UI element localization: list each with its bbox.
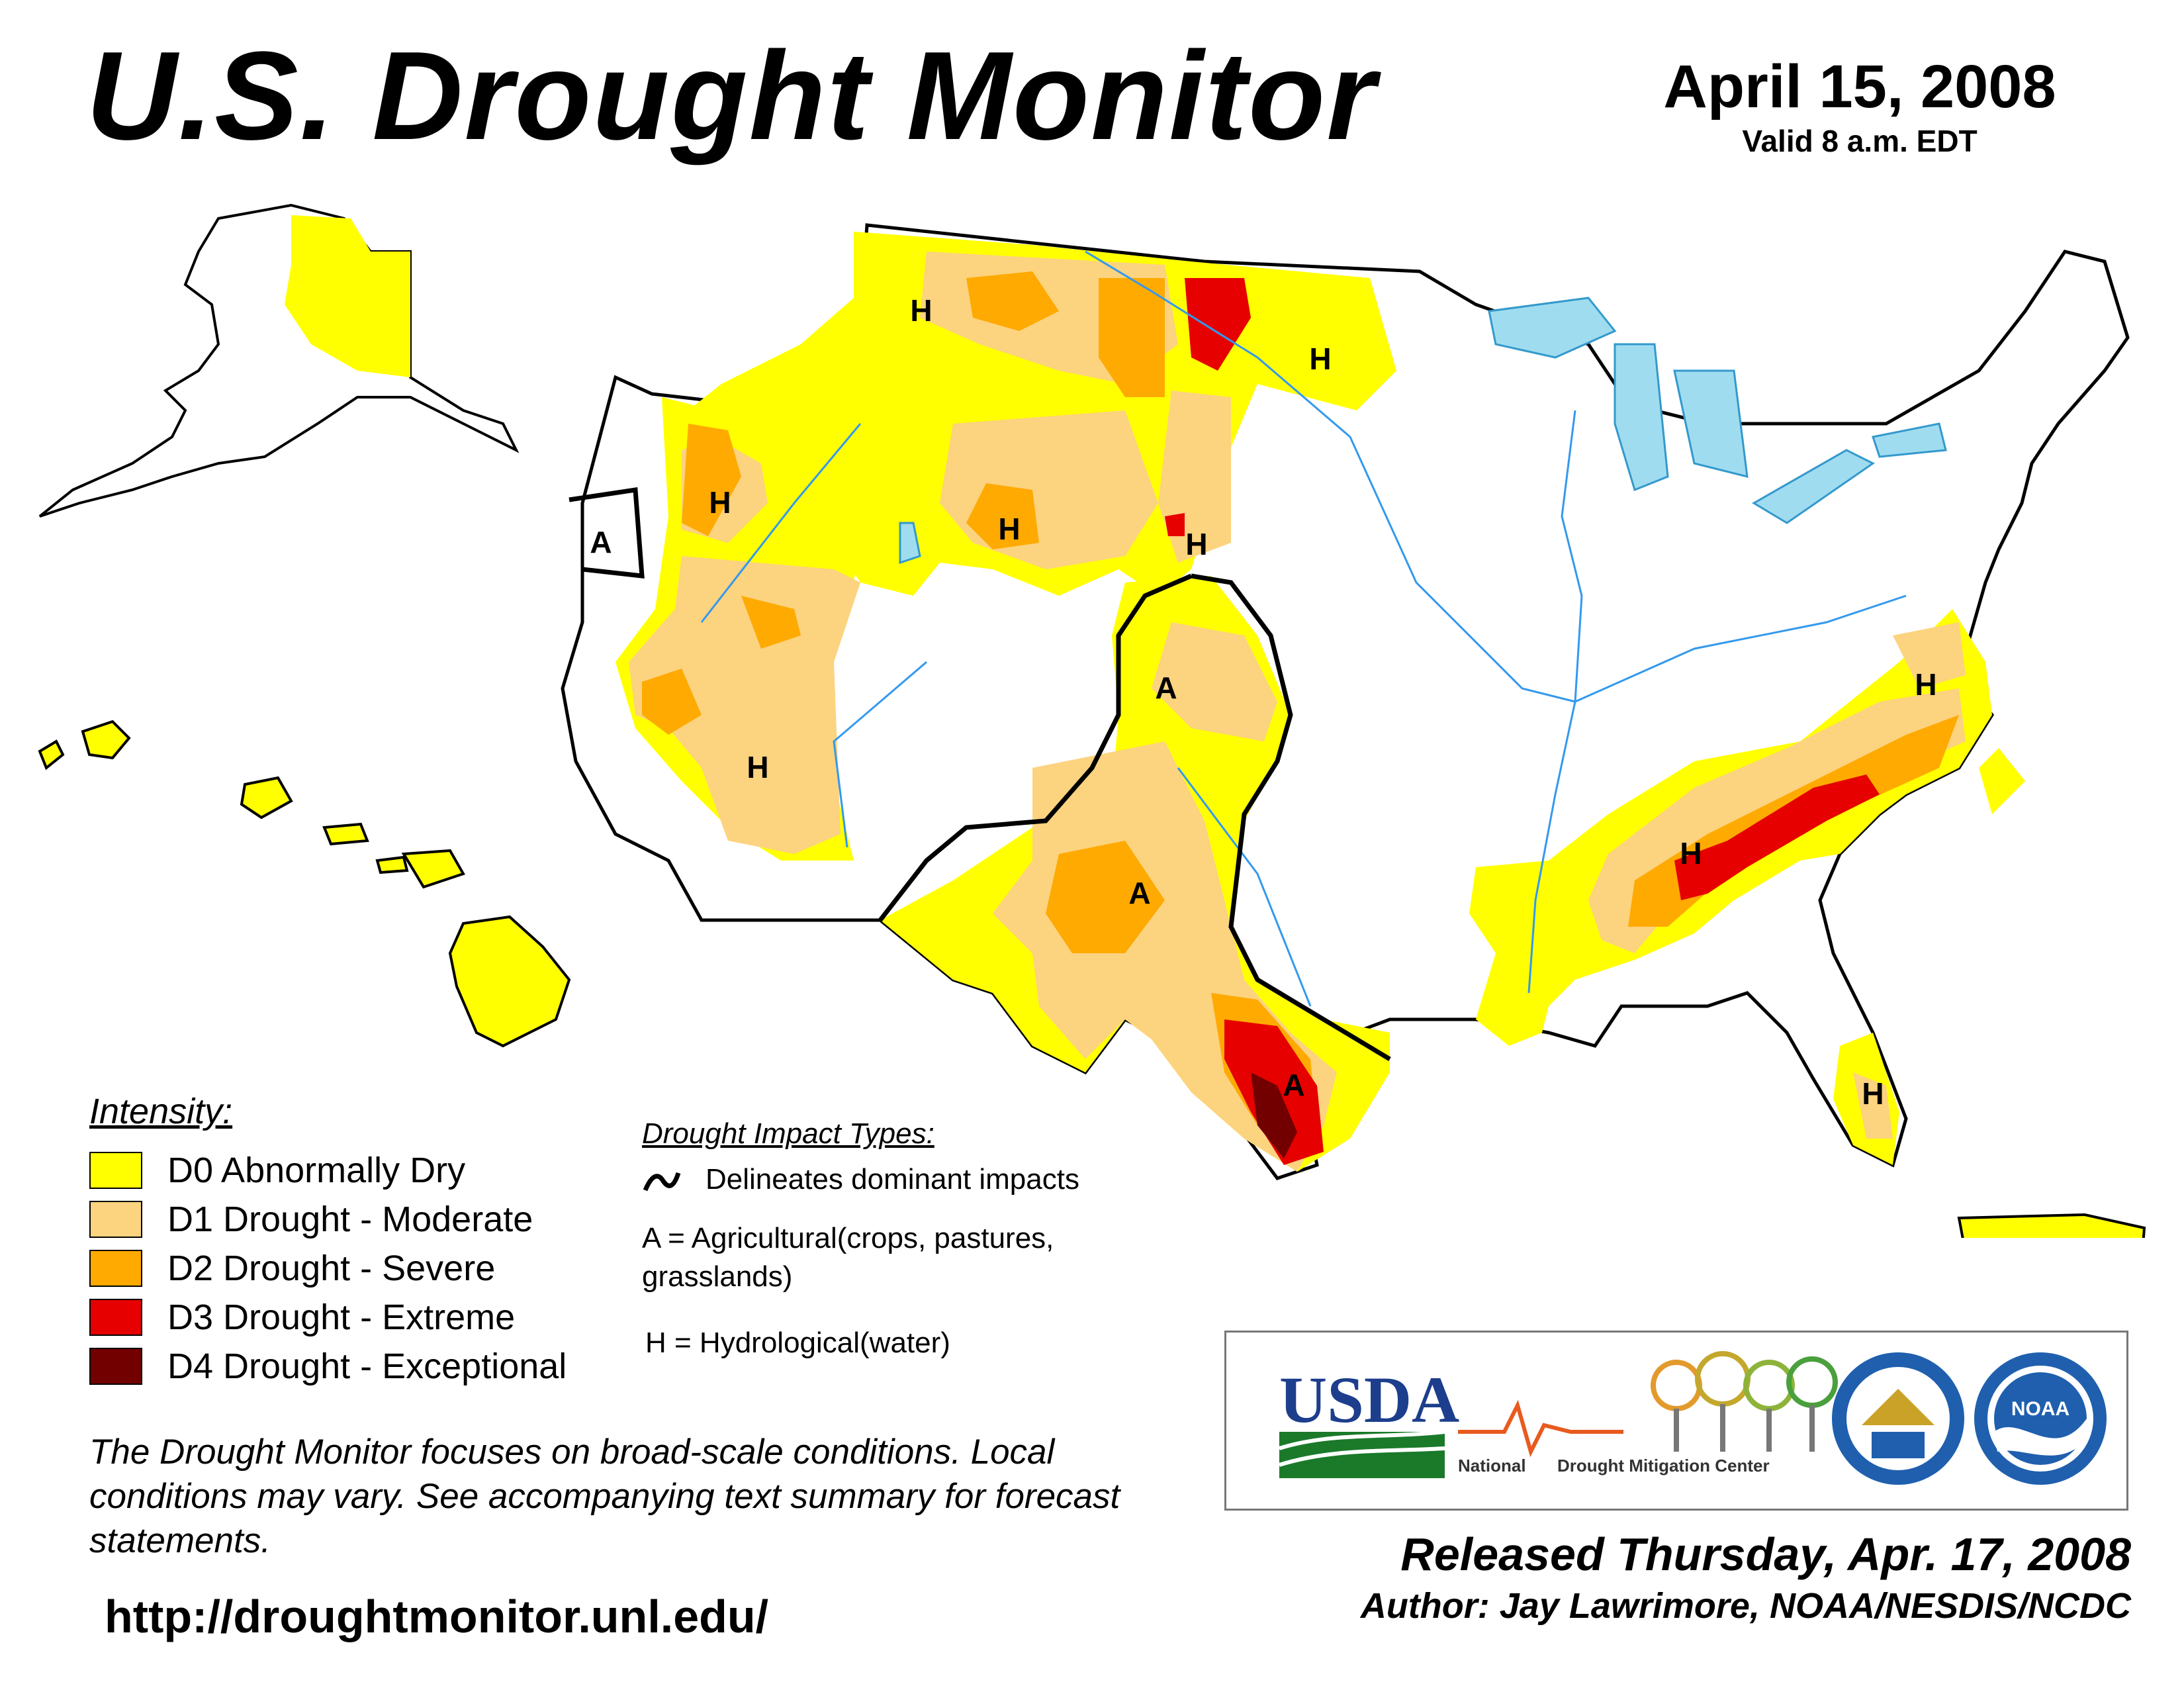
hawaii-islands [38,720,571,1048]
usda-logo: USDA [1279,1363,1459,1436]
disclaimer-note: The Drought Monitor focuses on broad-sca… [89,1432,1120,1560]
impact-label: A [1155,671,1177,705]
website-link[interactable]: http://droughtmonitor.unl.edu/ [105,1591,769,1642]
rivers [700,250,1907,1007]
puerto-rico-shape [1957,1213,2146,1238]
legend-label: D0 Abnormally Dry [167,1150,466,1190]
noaa-text: NOAA [2011,1398,2070,1420]
impact-label: H [1309,342,1331,376]
impact-label: H [709,485,731,520]
impact-label: A [1128,876,1150,910]
impact-label: A [1283,1068,1304,1102]
impact-label: H [910,293,932,328]
page-title: U.S. Drought Monitor [86,26,1377,166]
impact-labels: A H H H H H H A A A H H H [590,293,1936,1111]
map-date: April 15, 2008 [1663,53,2056,120]
impact-hydrological: H = Hydrological(water) [645,1327,950,1359]
impact-line-label: Delineates dominant impacts [705,1163,1079,1196]
legend-item: D0 Abnormally Dry [89,1149,465,1192]
legend-label: D4 Drought - Exceptional [167,1346,567,1386]
impact-label: H [1862,1076,1884,1111]
author-credit: Author: Jay Lawrimore, NOAA/NESDIS/NCDC [1360,1586,2131,1626]
legend-swatch [89,1250,142,1287]
ndmc-label-left: National [1458,1456,1526,1476]
legend-label: D2 Drought - Severe [167,1248,496,1288]
noaa-logo-icon: NOAA [1974,1352,2107,1485]
boundary-line-icon [643,1172,681,1192]
impact-label: H [747,750,768,784]
legend-item: D4 Drought - Exceptional [89,1345,567,1387]
sponsor-logos: USDA National Drought Mitigation Center [1224,1331,2128,1511]
impact-agricultural: A = Agricultural(crops, pastures, grassl… [642,1222,1054,1293]
impact-label: H [998,512,1020,546]
impact-types-title: Drought Impact Types: [642,1117,934,1150]
legend-item: D1 Drought - Moderate [89,1198,533,1241]
great-lakes [899,297,1947,565]
ndmc-line-icon [1458,1399,1623,1458]
ndmc-label: Drought Mitigation Center [1557,1456,1770,1476]
usda-field-icon [1279,1432,1445,1478]
legend-label: D3 Drought - Extreme [167,1297,516,1337]
legend-swatch [89,1152,142,1189]
legend-item: D2 Drought - Severe [89,1247,495,1289]
alaska-shape [38,203,520,518]
valid-time: Valid 8 a.m. EDT [1742,124,1978,158]
impact-label: H [1915,667,1936,702]
legend-title: Intensity: [89,1092,233,1131]
release-date: Released Thursday, Apr. 17, 2008 [1400,1528,2131,1580]
legend-item: D3 Drought - Extreme [89,1296,515,1338]
impact-boundary-key: Delineates dominant impacts [642,1163,1079,1196]
impact-label: H [1185,527,1207,561]
impact-boundaries [569,487,1391,1062]
legend-swatch [89,1201,142,1238]
alaska-d0-area [285,215,410,377]
logos-svg: USDA National Drought Mitigation Center [1279,1351,2107,1485]
ndmc-trees-icon [1651,1351,1838,1452]
impact-label: A [590,525,612,559]
legend-swatch [89,1348,142,1385]
legend-swatch [89,1299,142,1336]
d4-area [1251,1072,1297,1158]
impact-label: H [1680,836,1702,870]
commerce-seal-icon [1832,1352,1964,1485]
drought-map: A H H H H H H A A A H H H [38,203,2146,1238]
legend-label: D1 Drought - Moderate [167,1199,533,1239]
